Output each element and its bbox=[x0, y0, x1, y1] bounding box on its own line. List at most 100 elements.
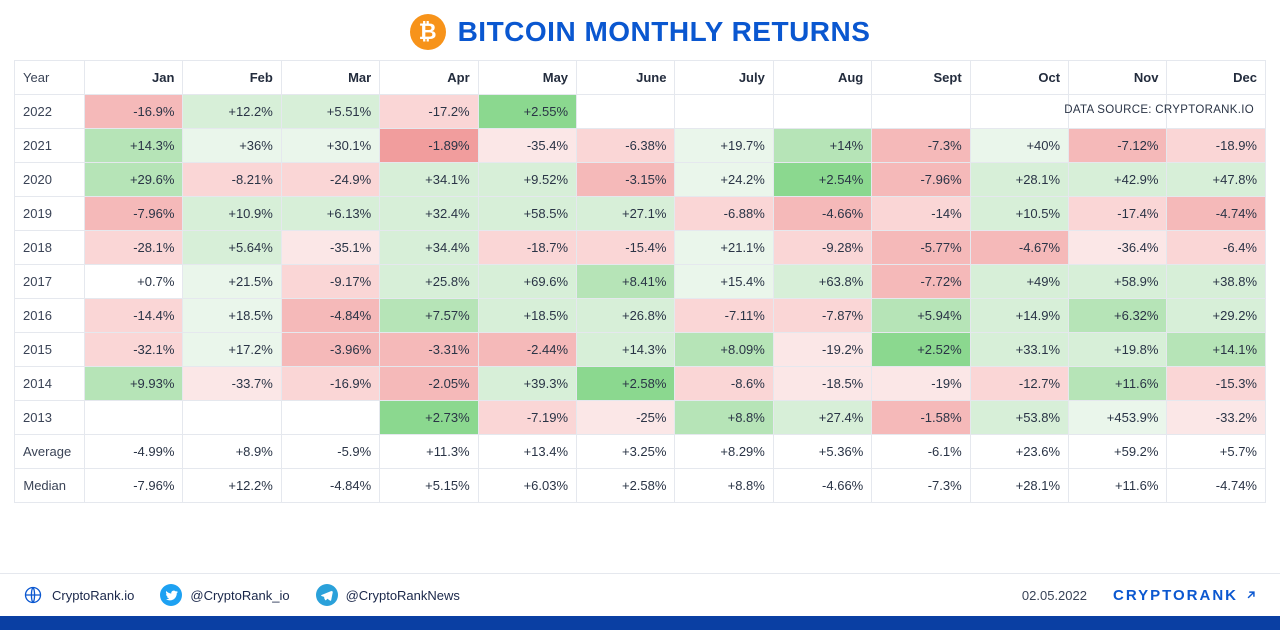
value-cell: -14% bbox=[872, 197, 970, 231]
value-cell: +28.1% bbox=[970, 163, 1068, 197]
value-cell bbox=[872, 95, 970, 129]
header: ₿ BITCOIN MONTHLY RETURNS bbox=[0, 0, 1280, 60]
data-source-label: DATA SOURCE: CRYPTORANK.IO bbox=[1064, 104, 1254, 116]
summary-cell: +23.6% bbox=[970, 435, 1068, 469]
value-cell: +2.58% bbox=[577, 367, 675, 401]
summary-cell: +11.3% bbox=[380, 435, 478, 469]
value-cell: -24.9% bbox=[281, 163, 379, 197]
table-row: 2017+0.7%+21.5%-9.17%+25.8%+69.6%+8.41%+… bbox=[15, 265, 1266, 299]
table-row: 2021+14.3%+36%+30.1%-1.89%-35.4%-6.38%+1… bbox=[15, 129, 1266, 163]
value-cell: +14.3% bbox=[85, 129, 183, 163]
col-header-month: Nov bbox=[1069, 61, 1167, 95]
value-cell: +12.2% bbox=[183, 95, 281, 129]
value-cell: +2.54% bbox=[773, 163, 871, 197]
value-cell: +2.55% bbox=[478, 95, 576, 129]
value-cell: +9.52% bbox=[478, 163, 576, 197]
value-cell: +5.64% bbox=[183, 231, 281, 265]
value-cell: -28.1% bbox=[85, 231, 183, 265]
value-cell: -7.96% bbox=[85, 197, 183, 231]
value-cell: +19.8% bbox=[1069, 333, 1167, 367]
value-cell: -8.21% bbox=[183, 163, 281, 197]
value-cell: +69.6% bbox=[478, 265, 576, 299]
value-cell: +63.8% bbox=[773, 265, 871, 299]
value-cell: +24.2% bbox=[675, 163, 773, 197]
value-cell: +34.4% bbox=[380, 231, 478, 265]
website-label: CryptoRank.io bbox=[52, 588, 134, 603]
value-cell: -6.4% bbox=[1167, 231, 1266, 265]
summary-cell: +8.8% bbox=[675, 469, 773, 503]
value-cell: -19.2% bbox=[773, 333, 871, 367]
value-cell: -6.38% bbox=[577, 129, 675, 163]
value-cell bbox=[183, 401, 281, 435]
summary-row: Median-7.96%+12.2%-4.84%+5.15%+6.03%+2.5… bbox=[15, 469, 1266, 503]
value-cell: -7.72% bbox=[872, 265, 970, 299]
summary-label: Average bbox=[15, 435, 85, 469]
value-cell: -2.05% bbox=[380, 367, 478, 401]
twitter-icon bbox=[160, 584, 182, 606]
table-row: 2016-14.4%+18.5%-4.84%+7.57%+18.5%+26.8%… bbox=[15, 299, 1266, 333]
value-cell: -5.77% bbox=[872, 231, 970, 265]
value-cell: -32.1% bbox=[85, 333, 183, 367]
value-cell: +32.4% bbox=[380, 197, 478, 231]
value-cell: -6.88% bbox=[675, 197, 773, 231]
value-cell: -17.4% bbox=[1069, 197, 1167, 231]
value-cell: +21.1% bbox=[675, 231, 773, 265]
value-cell: +39.3% bbox=[478, 367, 576, 401]
value-cell: +5.94% bbox=[872, 299, 970, 333]
external-link-icon bbox=[1244, 588, 1258, 602]
telegram-label: @CryptoRankNews bbox=[346, 588, 460, 603]
value-cell: +15.4% bbox=[675, 265, 773, 299]
col-header-month: May bbox=[478, 61, 576, 95]
value-cell: -7.19% bbox=[478, 401, 576, 435]
brand-logo[interactable]: CRYPTORANK bbox=[1113, 587, 1258, 604]
summary-cell: -6.1% bbox=[872, 435, 970, 469]
table-row: 2014+9.93%-33.7%-16.9%-2.05%+39.3%+2.58%… bbox=[15, 367, 1266, 401]
value-cell: -4.84% bbox=[281, 299, 379, 333]
bitcoin-icon: ₿ bbox=[410, 14, 446, 50]
year-cell: 2022 bbox=[15, 95, 85, 129]
value-cell: -14.4% bbox=[85, 299, 183, 333]
twitter-link[interactable]: @CryptoRank_io bbox=[160, 584, 289, 606]
bottom-accent-bar bbox=[0, 616, 1280, 630]
value-cell: -7.11% bbox=[675, 299, 773, 333]
footer-date: 02.05.2022 bbox=[1022, 588, 1087, 603]
value-cell: -33.2% bbox=[1167, 401, 1266, 435]
value-cell: -17.2% bbox=[380, 95, 478, 129]
value-cell: -8.6% bbox=[675, 367, 773, 401]
value-cell: -7.96% bbox=[872, 163, 970, 197]
summary-label: Median bbox=[15, 469, 85, 503]
value-cell: +21.5% bbox=[183, 265, 281, 299]
summary-cell: -7.96% bbox=[85, 469, 183, 503]
website-link[interactable]: CryptoRank.io bbox=[22, 584, 134, 606]
value-cell: +9.93% bbox=[85, 367, 183, 401]
col-header-month: Jan bbox=[85, 61, 183, 95]
col-header-year: Year bbox=[15, 61, 85, 95]
summary-cell: -4.74% bbox=[1167, 469, 1266, 503]
value-cell: +26.8% bbox=[577, 299, 675, 333]
table-row: 2018-28.1%+5.64%-35.1%+34.4%-18.7%-15.4%… bbox=[15, 231, 1266, 265]
summary-cell: -4.84% bbox=[281, 469, 379, 503]
value-cell: +34.1% bbox=[380, 163, 478, 197]
value-cell: +7.57% bbox=[380, 299, 478, 333]
value-cell: -35.4% bbox=[478, 129, 576, 163]
value-cell: +6.32% bbox=[1069, 299, 1167, 333]
value-cell: +10.9% bbox=[183, 197, 281, 231]
value-cell: +58.5% bbox=[478, 197, 576, 231]
value-cell: -7.87% bbox=[773, 299, 871, 333]
value-cell bbox=[970, 95, 1068, 129]
value-cell: -12.7% bbox=[970, 367, 1068, 401]
value-cell: +0.7% bbox=[85, 265, 183, 299]
value-cell bbox=[577, 95, 675, 129]
value-cell: +2.73% bbox=[380, 401, 478, 435]
value-cell: +18.5% bbox=[183, 299, 281, 333]
value-cell: +38.8% bbox=[1167, 265, 1266, 299]
year-cell: 2016 bbox=[15, 299, 85, 333]
value-cell: -18.5% bbox=[773, 367, 871, 401]
summary-cell: +6.03% bbox=[478, 469, 576, 503]
value-cell bbox=[85, 401, 183, 435]
col-header-month: Oct bbox=[970, 61, 1068, 95]
globe-icon bbox=[22, 584, 44, 606]
summary-cell: +12.2% bbox=[183, 469, 281, 503]
telegram-link[interactable]: @CryptoRankNews bbox=[316, 584, 460, 606]
col-header-month: Mar bbox=[281, 61, 379, 95]
